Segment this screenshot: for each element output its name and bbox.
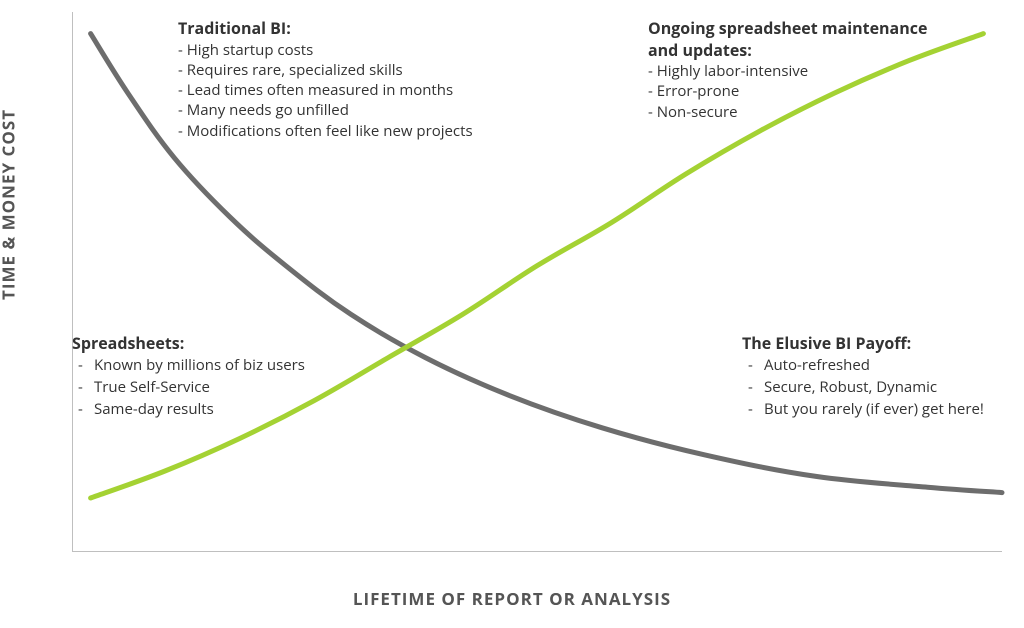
annot-bullets: Highly labor-intensiveError-proneNon-sec… (648, 61, 948, 122)
annot-title: The Elusive BI Payoff: (742, 332, 1022, 355)
annot-bullet: True Self-Service (72, 377, 372, 399)
annot-bullet: Requires rare, specialized skills (178, 60, 538, 80)
annot-bullet: High startup costs (178, 40, 538, 60)
x-axis-label: LIFETIME OF REPORT OR ANALYSIS (0, 587, 1024, 610)
annot-bullets: Auto-refreshedSecure, Robust, DynamicBut… (742, 355, 1022, 420)
annot-spreadsheets: Spreadsheets: Known by millions of biz u… (72, 332, 372, 420)
annot-bullet: Auto-refreshed (742, 355, 1022, 377)
annot-bullet: Highly labor-intensive (648, 61, 948, 81)
annot-bullet: Modifications often feel like new projec… (178, 121, 538, 141)
annot-title: Ongoing spreadsheet maintenance and upda… (648, 18, 948, 61)
annot-bullet: Many needs go unfilled (178, 100, 538, 120)
annot-bullets: Known by millions of biz usersTrue Self-… (72, 355, 372, 420)
annot-traditional-bi: Traditional BI: High startup costsRequir… (178, 18, 538, 141)
annot-title: Traditional BI: (178, 18, 538, 40)
y-axis-label: TIME & MONEY COST (0, 109, 20, 300)
annot-elusive-payoff: The Elusive BI Payoff: Auto-refreshedSec… (742, 332, 1022, 420)
bi-cost-chart: TIME & MONEY COST LIFETIME OF REPORT OR … (0, 0, 1024, 628)
annot-bullet: Known by millions of biz users (72, 355, 372, 377)
annot-bullet: Non-secure (648, 102, 948, 122)
annot-bullet: Lead times often measured in months (178, 80, 538, 100)
annot-ongoing-spreadsheet: Ongoing spreadsheet maintenance and upda… (648, 18, 948, 122)
plot-area: Traditional BI: High startup costsRequir… (72, 12, 1002, 552)
annot-bullet: Same-day results (72, 399, 372, 421)
annot-bullets: High startup costsRequires rare, special… (178, 40, 538, 141)
annot-bullet: Secure, Robust, Dynamic (742, 377, 1022, 399)
annot-bullet: Error-prone (648, 81, 948, 101)
annot-title: Spreadsheets: (72, 332, 372, 355)
annot-bullet: But you rarely (if ever) get here! (742, 399, 1022, 421)
